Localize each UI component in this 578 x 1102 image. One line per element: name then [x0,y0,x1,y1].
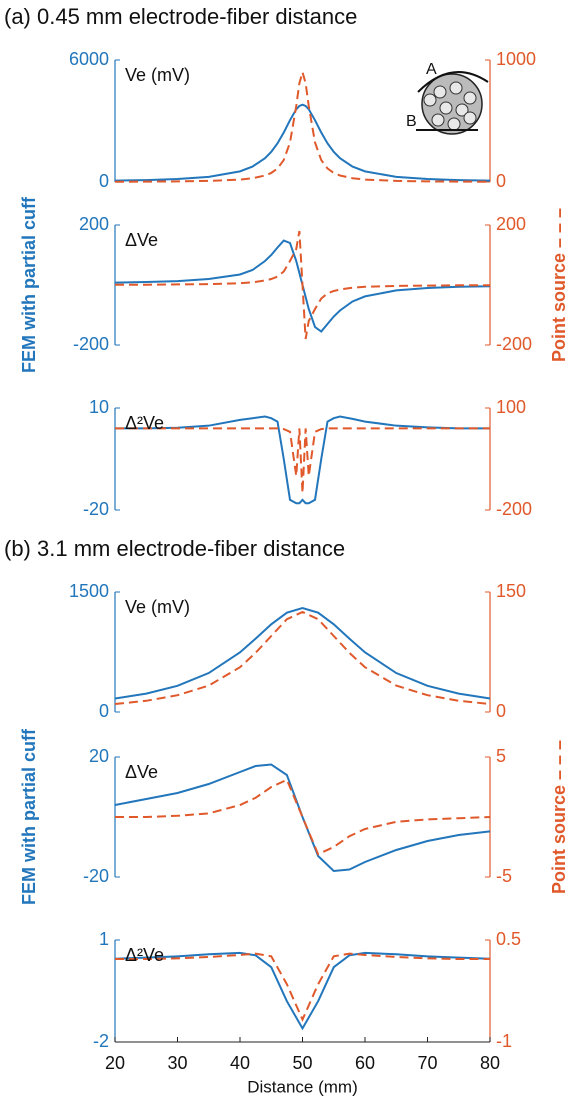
y-tick-label: 200 [79,214,109,234]
series-line [114,610,491,705]
x-axis-label: Distance (mm) [247,1077,358,1096]
y2-tick-label: 0 [496,171,506,191]
fiber [449,81,463,95]
series-line [114,763,491,873]
fiber [423,93,437,107]
y-tick-label: -200 [73,334,109,354]
y2-tick-label: 0.5 [496,929,521,949]
y-tick-label: -2 [93,1031,109,1051]
x-tick-label: 50 [292,1053,312,1073]
series-line [114,103,491,182]
panel-annotation: ΔVe [125,230,158,250]
y2-tick-label: 1000 [496,49,536,69]
series-line [115,230,490,340]
y-tick-label: 1500 [69,581,109,601]
fiber [439,101,453,115]
series-line [115,952,490,1023]
series-line [115,427,490,494]
x-tick-label: 70 [417,1053,437,1073]
y-tick-label: -20 [83,866,109,886]
y2-axis-label: Point source – – – [549,740,569,894]
panel-annotation: Δ²Ve [125,945,164,965]
y2-tick-label: -200 [496,499,532,519]
y2-tick-label: 100 [496,397,526,417]
y2-tick-label: 150 [496,581,526,601]
y2-tick-label: 5 [496,746,506,766]
panel-title: (a) 0.45 mm electrode-fiber distance [4,4,357,29]
fiber [433,85,447,99]
x-tick-label: 20 [105,1053,125,1073]
panel-title: (b) 3.1 mm electrode-fiber distance [4,536,345,561]
panel-annotation: Δ²Ve [125,413,164,433]
y-tick-label: -20 [83,499,109,519]
series-line [114,68,491,183]
y-tick-label: 0 [99,171,109,191]
y-axis-label: FEM with partial cuff [19,728,39,905]
series-line [115,415,490,505]
fiber [455,103,469,117]
panel-annotation: Ve (mV) [125,65,190,85]
y-tick-label: 1 [99,929,109,949]
fiber [463,91,477,105]
y2-tick-label: -5 [496,866,512,886]
inset-label: B [406,113,417,130]
fiber [447,117,461,131]
fiber [463,111,477,125]
y-tick-label: 0 [99,701,109,721]
series-line [114,606,491,700]
x-tick-label: 80 [480,1053,500,1073]
panel-annotation: ΔVe [125,762,158,782]
fiber [431,113,445,127]
x-tick-label: 60 [355,1053,375,1073]
fiber-inset: AB [406,61,489,135]
y-tick-label: 6000 [69,49,109,69]
y2-tick-label: -200 [496,334,532,354]
y2-tick-label: -1 [496,1031,512,1051]
x-tick-label: 40 [230,1053,250,1073]
y2-tick-label: 0 [496,701,506,721]
cuff [417,71,489,93]
y2-tick-label: 200 [496,214,526,234]
x-tick-label: 30 [167,1053,187,1073]
series-line [114,951,491,1031]
panel-annotation: Ve (mV) [125,597,190,617]
inset-label: A [426,61,437,78]
y-tick-label: 10 [89,397,109,417]
y-axis-label: FEM with partial cuff [19,196,39,373]
series-line [115,778,491,856]
y2-axis-label: Point source – – – [549,208,569,362]
y-tick-label: 20 [89,746,109,766]
